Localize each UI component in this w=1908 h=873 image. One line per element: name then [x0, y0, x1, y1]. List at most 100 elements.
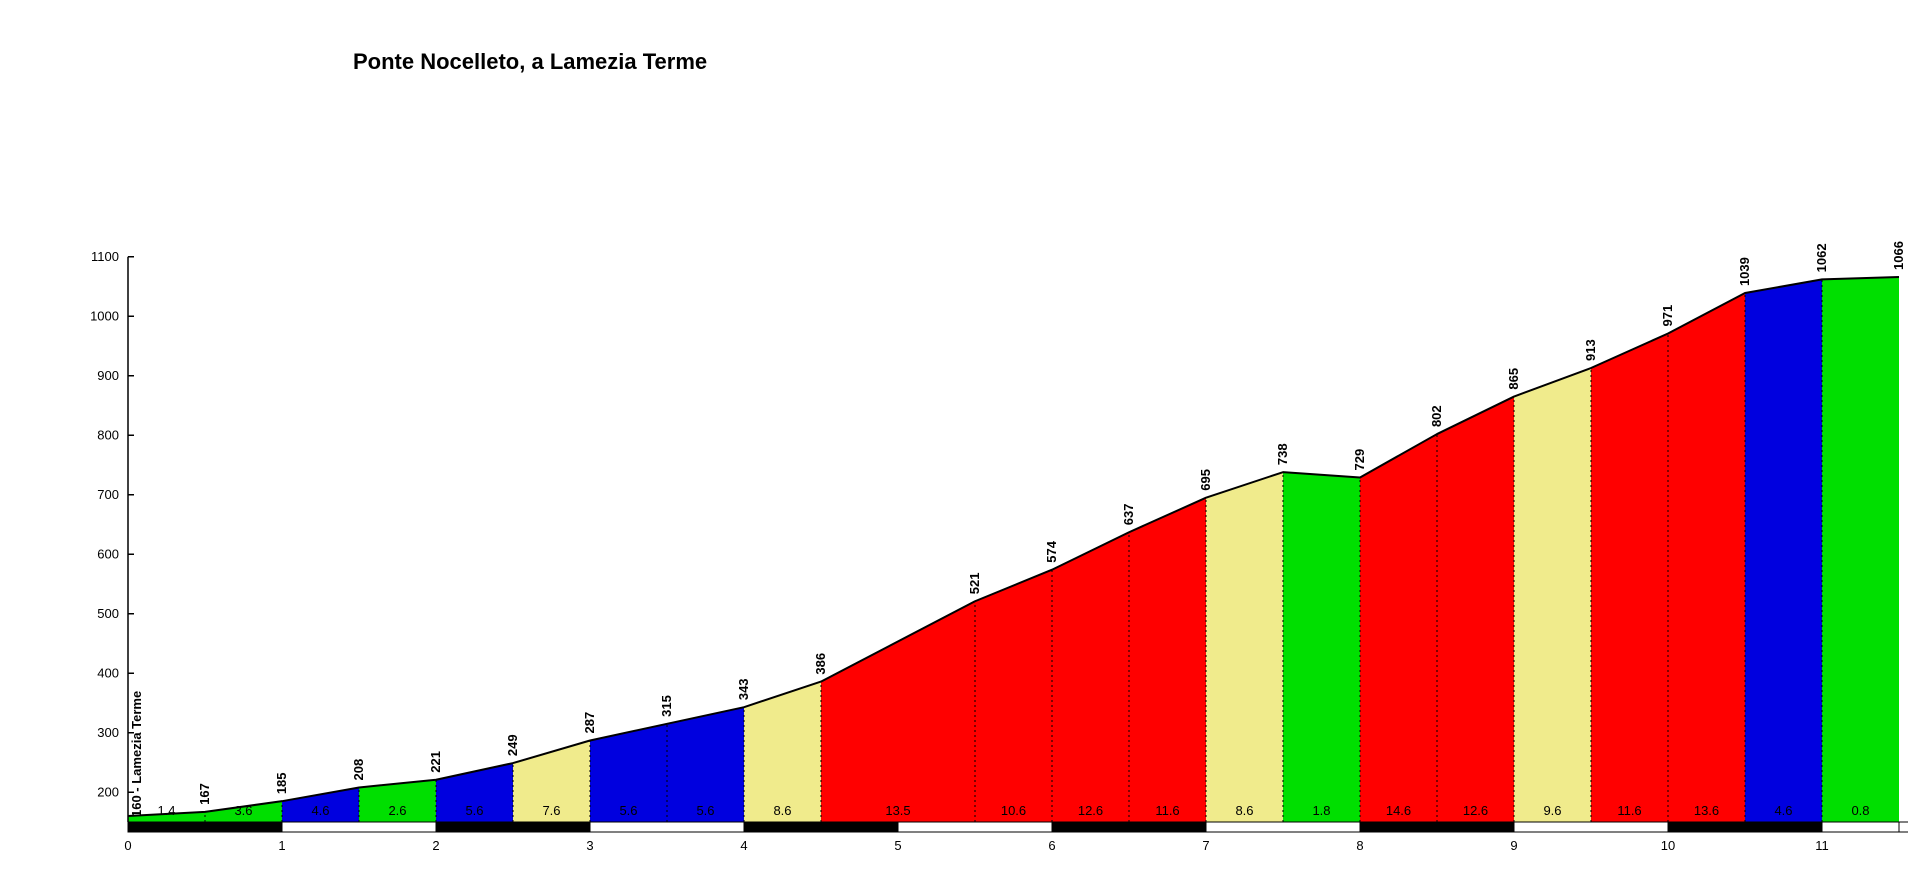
elevation-label: 695 — [1198, 469, 1213, 491]
elevation-label: 343 — [736, 678, 751, 700]
segment-area — [975, 569, 1052, 822]
segment-area — [1206, 472, 1283, 822]
km-bar-cell — [1051, 821, 1207, 833]
chart-title: Ponte Nocelleto, a Lamezia Terme — [353, 49, 708, 74]
x-tick-label: 7 — [1202, 838, 1209, 853]
x-tick-label: 0 — [124, 838, 131, 853]
elevation-label: 729 — [1352, 449, 1367, 471]
segment-area — [513, 740, 590, 822]
elevation-label: 386 — [813, 653, 828, 675]
gradient-label: 13.6 — [1694, 803, 1719, 818]
gradient-label: 9.6 — [1543, 803, 1561, 818]
x-tick-label: 11 — [1815, 838, 1829, 853]
elevation-label: 249 — [505, 734, 520, 756]
x-tick-label: 5 — [894, 838, 901, 853]
segment-area — [1129, 497, 1206, 822]
km-bar-cell — [1205, 821, 1361, 833]
elevation-label: 221 — [428, 751, 443, 773]
elevation-label: 637 — [1121, 504, 1136, 526]
km-bar-cell — [1821, 821, 1900, 833]
segment-area — [1591, 333, 1668, 822]
segment-area — [1745, 279, 1822, 822]
y-tick-label: 800 — [97, 427, 119, 442]
y-tick-label: 1100 — [91, 249, 119, 264]
elevation-label: 185 — [274, 772, 289, 794]
gradient-label: 1.4 — [157, 803, 175, 818]
gradient-label: 5.6 — [465, 803, 483, 818]
y-tick-label: 1000 — [90, 308, 119, 323]
gradient-label: 13.5 — [885, 803, 910, 818]
y-tick-label: 300 — [97, 725, 119, 740]
segment-area — [590, 723, 667, 822]
km-bar-cell — [589, 821, 745, 833]
elevation-label: 913 — [1583, 339, 1598, 361]
x-tick-label: 4 — [740, 838, 747, 853]
gradient-label: 4.6 — [311, 803, 329, 818]
segment-area — [821, 601, 975, 822]
start-location-label: 160 - Lamezia Terme — [129, 691, 144, 817]
elevation-label: 738 — [1275, 443, 1290, 465]
y-tick-label: 900 — [97, 368, 119, 383]
x-tick-label: 1 — [278, 838, 285, 853]
km-bar-cell — [1667, 821, 1823, 833]
x-tick-label: 9 — [1510, 838, 1517, 853]
gradient-label: 1.8 — [1312, 803, 1330, 818]
segment-area — [1283, 472, 1360, 822]
segment-area — [1822, 276, 1899, 823]
elevation-label: 1066 — [1891, 241, 1906, 270]
segment-area — [1668, 293, 1745, 822]
gradient-label: 3.6 — [234, 803, 252, 818]
segment-area — [128, 811, 205, 822]
gradient-label: 4.6 — [1774, 803, 1792, 818]
gradient-label: 5.6 — [619, 803, 637, 818]
elevation-label: 574 — [1044, 540, 1059, 562]
x-tick-label: 8 — [1356, 838, 1363, 853]
km-bar-cell — [1513, 821, 1669, 833]
km-bar-cell — [897, 821, 1053, 833]
y-tick-label: 400 — [97, 665, 119, 680]
y-tick-label: 200 — [97, 784, 119, 799]
x-tick-label: 3 — [586, 838, 593, 853]
gradient-label: 12.6 — [1078, 803, 1103, 818]
elevation-label: 971 — [1660, 305, 1675, 327]
climb-profile-chart: Ponte Nocelleto, a Lamezia Terme 1.4 3.6 4… — [40, 16, 1908, 873]
segment-area — [282, 787, 359, 822]
x-tick-label: 2 — [432, 838, 439, 853]
km-bar-cell — [435, 821, 591, 833]
x-tick-label: 6 — [1048, 838, 1055, 853]
segment-area — [359, 779, 436, 822]
x-tick-label: 10 — [1661, 838, 1675, 853]
gradient-label: 8.6 — [773, 803, 791, 818]
km-bar-cell — [743, 821, 899, 833]
elevation-label: 865 — [1506, 368, 1521, 390]
segment-area — [1437, 396, 1514, 822]
gradient-label: 8.6 — [1235, 803, 1253, 818]
gradient-label: 12.6 — [1463, 803, 1488, 818]
gradient-label: 2.6 — [388, 803, 406, 818]
segment-area — [1360, 434, 1437, 822]
y-tick-label: 600 — [97, 546, 119, 561]
elevation-label: 315 — [659, 695, 674, 717]
segment-area — [1514, 368, 1591, 822]
segment-area — [667, 707, 744, 822]
gradient-label: 11.6 — [1155, 803, 1179, 818]
segment-area — [436, 763, 513, 822]
elevation-label: 167 — [197, 783, 212, 805]
km-bar-cell — [281, 821, 437, 833]
gradient-label: 5.6 — [696, 803, 714, 818]
elevation-label: 521 — [967, 573, 982, 595]
km-bar-cell — [1359, 821, 1515, 833]
y-tick-label: 700 — [97, 487, 119, 502]
elevation-label: 802 — [1429, 405, 1444, 427]
segment-area — [1052, 532, 1129, 822]
elevation-label: 208 — [351, 759, 366, 781]
gradient-label: 0.8 — [1851, 803, 1869, 818]
gradient-label: 11.6 — [1617, 803, 1641, 818]
elevation-label: 287 — [582, 712, 597, 734]
elevation-label: 1039 — [1737, 257, 1752, 286]
profile-plot-area: 1.4 3.6 4.6 2.6 5.6 7.6 5.6 5.6 8.6 13.5 10.6 12.6 1… — [90, 241, 1908, 853]
gradient-label: 10.6 — [1001, 803, 1026, 818]
elevation-profile-line — [127, 275, 1900, 818]
elevation-label: 1062 — [1814, 243, 1829, 272]
segment-area — [744, 681, 821, 822]
